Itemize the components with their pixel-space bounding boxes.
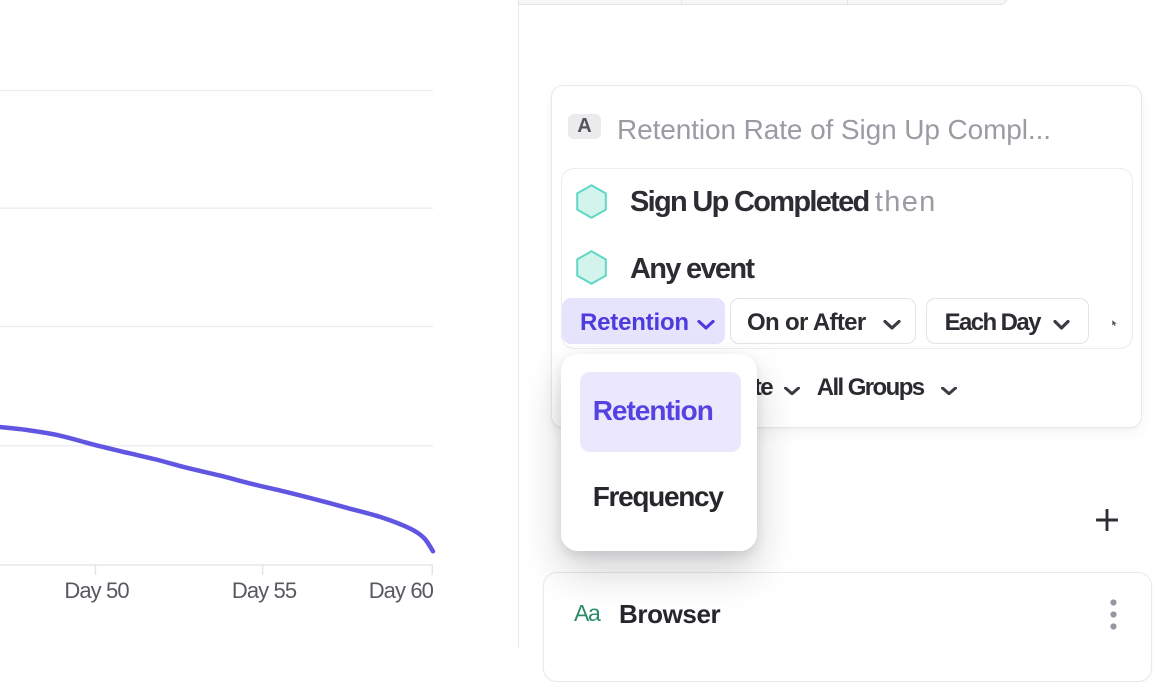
svg-text:Day 50: Day 50 — [64, 578, 129, 603]
svg-text:Day 60: Day 60 — [369, 578, 434, 603]
svg-text:Day 55: Day 55 — [232, 578, 297, 603]
